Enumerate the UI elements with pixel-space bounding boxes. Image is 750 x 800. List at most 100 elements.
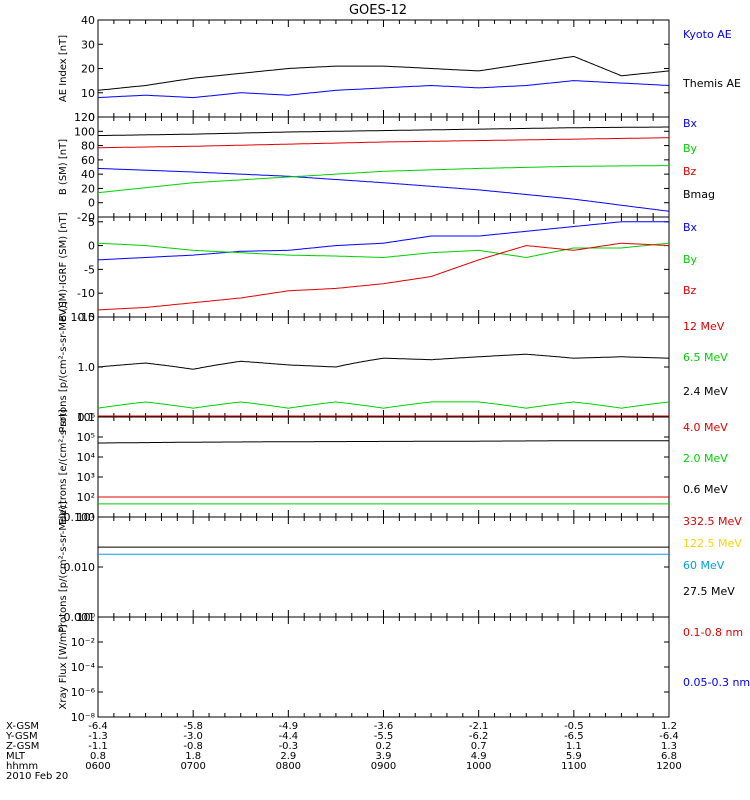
panel-frame [97, 19, 670, 118]
legend-entry: 4.0 MeV [683, 421, 728, 434]
y-tick-label: 10³ [77, 471, 95, 484]
legend-entry: 332.5 MeV [683, 515, 742, 528]
y-tick-label: 10.0 [71, 311, 96, 324]
legend-entry: 0.1-0.8 nm [683, 626, 743, 639]
y-tick-label: 40 [81, 168, 95, 181]
y-tick-label: 0.010 [64, 561, 96, 574]
series-line-3 [97, 353, 670, 370]
legend-entry: Bx [683, 117, 698, 130]
legend-entry: 2.0 MeV [683, 452, 728, 465]
y-axis-label: Protons [p/(cm²-s-sr-MeV)] [58, 301, 69, 433]
y-tick-label: 0.001 [64, 611, 96, 624]
y-tick-label: 10¹ [77, 511, 95, 524]
panel-frame [97, 216, 670, 318]
axis-table-cell: -4.9 [279, 721, 299, 732]
axis-table-cell: -5.5 [374, 731, 394, 742]
series-line-1 [97, 80, 670, 99]
legend-entry: By [683, 142, 698, 155]
y-tick-label: -10 [77, 287, 95, 300]
axis-table-cell: 0.7 [471, 741, 487, 752]
y-tick-label: 0.100 [64, 511, 96, 524]
y-axis-label: B (SM) [nT] [58, 139, 69, 195]
legend-entry: 6.5 MeV [683, 351, 728, 364]
axis-table-cell: 0800 [276, 761, 301, 772]
panel-1: 40 30 20 10 0 AE Index [nT] Kyoto AE Themis AE [58, 14, 741, 124]
series-line-2 [97, 55, 670, 91]
axis-table-cell: 1.1 [566, 741, 582, 752]
axis-table-cell: -0.8 [183, 741, 203, 752]
axis-row-label: hhmm [6, 761, 38, 772]
axis-table-cell: -5.8 [183, 721, 203, 732]
y-tick-label: 1.0 [78, 361, 96, 374]
y-axis-label: Protons [p/(cm²-s-sr-MeV)] [58, 501, 69, 633]
legend-entry: Kyoto AE [683, 28, 732, 41]
y-axis-label: AE Index [nT] [58, 35, 69, 102]
y-tick-label: 0.1 [78, 411, 96, 424]
y-tick-label: 10⁵ [77, 431, 95, 444]
axis-table-cell: -0.3 [279, 741, 299, 752]
series-line-1 [97, 167, 670, 212]
y-tick-label: 120 [74, 111, 95, 124]
axis-row-label: Y-GSM [5, 731, 38, 742]
y-tick-label: 100 [74, 125, 95, 138]
axis-table-cell: -3.0 [183, 731, 203, 742]
legend-entry: Themis AE [682, 77, 741, 90]
panel-frame [97, 616, 670, 718]
y-tick-label: 5 [88, 216, 95, 229]
y-tick-label: -5 [84, 263, 95, 276]
panel-5: 10⁶ 10⁵ 10⁴ 10³ 10² 10¹ Electrons [e/(cm²-s-sr… [58, 409, 728, 525]
y-tick-label: -20 [77, 211, 95, 224]
axis-table-cell: -6.2 [469, 731, 489, 742]
y-tick-label: 20 [81, 63, 95, 76]
axis-row-label: Z-GSM [6, 741, 39, 752]
y-tick-label: 80 [81, 140, 95, 153]
series-line-2 [97, 165, 669, 194]
series-line-1 [97, 221, 669, 261]
axis-row-label: X-GSM [6, 721, 39, 732]
y-axis-label: Electrons [e/(cm²-s-sr)] [58, 409, 69, 525]
panel-3: 5 0 -5 -10 -15 B (SM)-IGRF (SM) [nT] Bx By Bz [58, 212, 698, 324]
axis-table-cell: -6.5 [564, 731, 584, 742]
axis-table-cell: 0.2 [376, 741, 392, 752]
legend-entry: 12 MeV [683, 320, 725, 333]
series-line-3 [97, 242, 670, 311]
y-tick-label: 60 [81, 154, 95, 167]
panel-frame [97, 516, 670, 618]
y-tick-label: 0 [88, 240, 95, 253]
legend-entry: 2.4 MeV [683, 385, 728, 398]
axis-table-cell: 0.8 [90, 751, 106, 762]
legend-entry: 0.05-0.3 nm [683, 676, 750, 689]
legend-entry: 27.5 MeV [683, 585, 735, 598]
axis-table-cell: 3.9 [376, 751, 392, 762]
axis-table-cell: -3.6 [374, 721, 394, 732]
series-line-2 [97, 242, 670, 259]
y-tick-label: -15 [77, 311, 95, 324]
y-axis-label: Xray Flux [W/m²] [58, 624, 69, 709]
y-tick-label: 10⁻² [71, 636, 95, 649]
panel-frame [97, 416, 670, 518]
axis-table-cell: 1100 [561, 761, 586, 772]
axis-table-cell: 1000 [466, 761, 491, 772]
axis-table-cell: 4.9 [471, 751, 487, 762]
panel-4: 10.0 1.0 0.1 Protons [p/(cm²-s-sr-MeV)] 12 M… [58, 301, 728, 433]
axis-table-cell: 1.8 [185, 751, 201, 762]
axis-table-cell: 1200 [656, 761, 681, 772]
legend-entry: Bz [683, 165, 697, 178]
axis-table-cell: 0900 [371, 761, 396, 772]
axis-table-cell: 1.3 [661, 741, 677, 752]
date-label: 2010 Feb 20 [6, 771, 68, 782]
series-line-4 [97, 126, 669, 137]
y-tick-label: 20 [81, 182, 95, 195]
y-tick-label: 0 [88, 197, 95, 210]
axis-table-cell: 6.8 [661, 751, 677, 762]
axis-table-cell: 2.9 [280, 751, 296, 762]
y-tick-label: 30 [81, 38, 95, 51]
y-tick-label: 10⁻⁴ [71, 661, 96, 674]
legend-entry: 60 MeV [683, 559, 725, 572]
panel-frame [97, 116, 670, 218]
y-tick-label: 10 [81, 87, 95, 100]
